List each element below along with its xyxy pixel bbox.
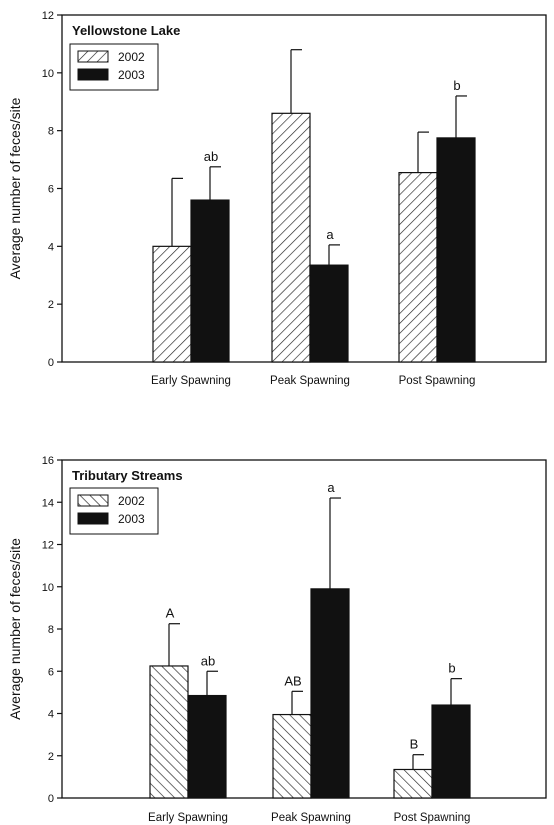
y-tick-label: 6 <box>48 184 54 196</box>
y-tick-label: 14 <box>42 497 54 509</box>
panel-title: Tributary Streams <box>72 468 183 483</box>
x-category-label: Peak Spawning <box>270 375 350 387</box>
bar-2002 <box>152 245 192 363</box>
significance-label: B <box>410 737 419 752</box>
bar-2002 <box>271 112 311 363</box>
y-tick-label: 12 <box>42 540 54 552</box>
y-tick-label: 10 <box>42 582 54 594</box>
y-axis-title: Average number of feces/site <box>7 538 23 720</box>
significance-label: a <box>326 227 334 242</box>
chart-panel-1: 0 2 4 6 8 10 12 Average number of feces/site Yel… <box>7 10 547 387</box>
x-category-label: Peak Spawning <box>271 812 351 824</box>
significance-label: a <box>327 480 335 495</box>
y-tick-label: 16 <box>42 455 54 467</box>
x-category-label: Post Spawning <box>394 812 471 824</box>
bar-2003 <box>431 704 471 799</box>
bar-2002 <box>393 768 433 799</box>
x-category-label: Early Spawning <box>151 375 231 387</box>
significance-label: AB <box>284 673 301 688</box>
significance-label: b <box>453 78 460 93</box>
y-tick-label: 4 <box>48 241 54 253</box>
bar-2003 <box>436 137 476 363</box>
bar-2003 <box>190 199 230 363</box>
y-tick-label: 6 <box>48 666 54 678</box>
y-tick-label: 0 <box>48 793 54 805</box>
legend-swatch-2003 <box>77 512 109 525</box>
bar-2003 <box>310 588 350 799</box>
legend-swatch-2003 <box>77 68 109 81</box>
legend-label-2002: 2002 <box>118 494 145 508</box>
y-tick-label: 10 <box>42 68 54 80</box>
y-tick-label: 4 <box>48 709 54 721</box>
legend-swatch-2002 <box>77 494 109 507</box>
legend-box <box>69 487 159 535</box>
bar-2003 <box>187 694 227 799</box>
y-tick-label: 0 <box>48 357 54 369</box>
y-tick-label: 2 <box>48 299 54 311</box>
y-tick-label: 8 <box>48 126 54 138</box>
y-tick-label: 12 <box>42 10 54 22</box>
significance-label: ab <box>204 149 218 164</box>
significance-label: b <box>448 661 455 676</box>
significance-label: A <box>166 606 175 621</box>
bar-2002 <box>149 665 189 799</box>
panel-title: Yellowstone Lake <box>72 23 180 38</box>
chart-panel-2: 0 2 4 6 8 10 12 14 16 Average number of feces/sit… <box>7 455 547 824</box>
bar-2003 <box>309 264 349 363</box>
legend-label-2003: 2003 <box>118 68 145 82</box>
y-tick-label: 8 <box>48 624 54 636</box>
legend-label-2003: 2003 <box>118 512 145 526</box>
legend-swatch-2002 <box>77 50 109 63</box>
x-category-label: Post Spawning <box>399 375 476 387</box>
legend-label-2002: 2002 <box>118 50 145 64</box>
y-tick-label: 2 <box>48 751 54 763</box>
significance-label: ab <box>201 653 215 668</box>
bar-2002 <box>398 171 438 363</box>
y-axis-title: Average number of feces/site <box>7 97 23 279</box>
x-category-label: Early Spawning <box>148 812 228 824</box>
bar-2002 <box>272 713 312 799</box>
